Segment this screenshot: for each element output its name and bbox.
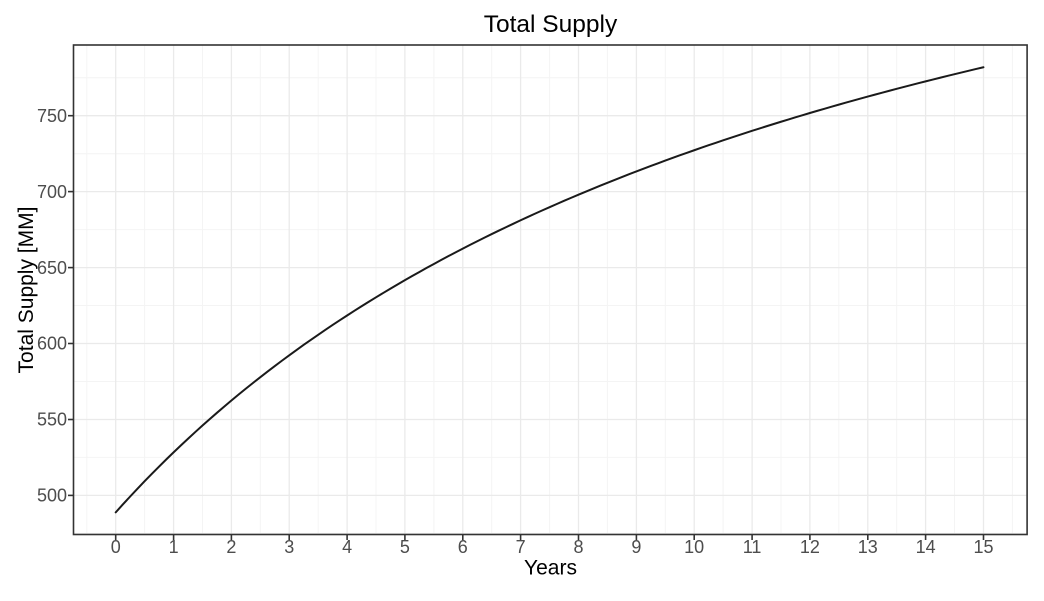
svg-text:10: 10 (684, 537, 704, 557)
svg-text:Total Supply: Total Supply (484, 11, 618, 38)
svg-text:4: 4 (342, 537, 352, 557)
svg-text:13: 13 (858, 537, 878, 557)
svg-text:Years: Years (524, 556, 577, 579)
svg-text:700: 700 (37, 182, 67, 202)
svg-text:15: 15 (973, 537, 993, 557)
svg-text:1: 1 (169, 537, 179, 557)
svg-text:750: 750 (37, 106, 67, 126)
svg-text:12: 12 (800, 537, 820, 557)
svg-text:7: 7 (516, 537, 526, 557)
svg-text:9: 9 (631, 537, 641, 557)
svg-text:5: 5 (400, 537, 410, 557)
svg-text:650: 650 (37, 258, 67, 278)
svg-text:500: 500 (37, 486, 67, 506)
svg-text:6: 6 (458, 537, 468, 557)
svg-text:11: 11 (743, 537, 762, 557)
svg-text:14: 14 (916, 537, 936, 557)
svg-text:550: 550 (37, 410, 67, 430)
svg-text:600: 600 (37, 334, 67, 354)
svg-text:Total Supply [MM]: Total Supply [MM] (15, 207, 38, 374)
svg-text:2: 2 (226, 537, 236, 557)
svg-text:8: 8 (573, 537, 583, 557)
svg-text:3: 3 (284, 537, 294, 557)
svg-text:0: 0 (111, 537, 121, 557)
